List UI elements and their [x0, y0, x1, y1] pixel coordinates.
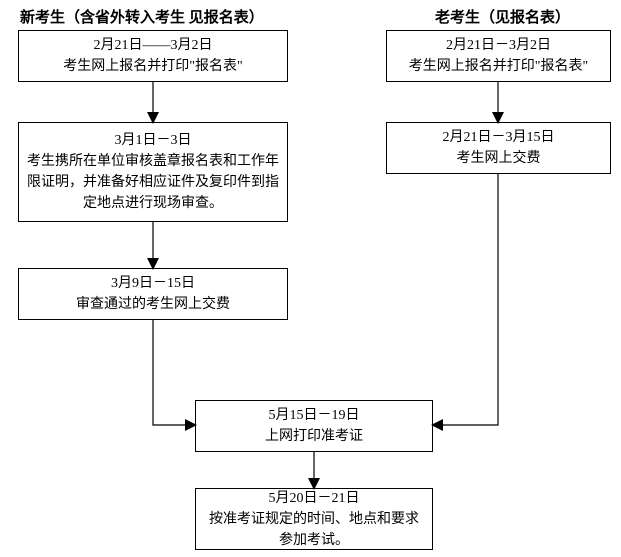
box-new-step2-text: 考生携所在单位审核盖章报名表和工作年限证明，并准备好相应证件及复印件到指定地点进… — [27, 151, 279, 214]
box-old-step2-text: 考生网上交费 — [395, 148, 602, 169]
header-new: 新考生（含省外转入考生 见报名表） — [20, 6, 264, 27]
box-merge-print-date: 5月15日－19日 — [204, 405, 424, 426]
arrow-new3-merge1 — [153, 320, 191, 425]
box-new-step2-date: 3月1日－3日 — [27, 130, 279, 151]
header-old: 老考生（见报名表） — [435, 6, 570, 27]
box-new-step1: 2月21日——3月2日 考生网上报名并打印"报名表" — [18, 30, 288, 82]
box-new-step1-date: 2月21日——3月2日 — [27, 35, 279, 56]
box-new-step2: 3月1日－3日 考生携所在单位审核盖章报名表和工作年限证明，并准备好相应证件及复… — [18, 122, 288, 222]
box-merge-exam-text: 按准考证规定的时间、地点和要求参加考试。 — [204, 509, 424, 551]
box-merge-print: 5月15日－19日 上网打印准考证 — [195, 400, 433, 452]
box-new-step3-date: 3月9日－15日 — [27, 273, 279, 294]
box-new-step3-text: 审查通过的考生网上交费 — [27, 294, 279, 315]
box-old-step2: 2月21日－3月15日 考生网上交费 — [386, 122, 611, 174]
box-new-step1-text: 考生网上报名并打印"报名表" — [27, 56, 279, 77]
box-old-step1-date: 2月21日－3月2日 — [395, 35, 602, 56]
box-merge-print-text: 上网打印准考证 — [204, 426, 424, 447]
arrow-old2-merge1 — [437, 174, 498, 425]
box-merge-exam-date: 5月20日－21日 — [204, 488, 424, 509]
box-merge-exam: 5月20日－21日 按准考证规定的时间、地点和要求参加考试。 — [195, 488, 433, 550]
box-new-step3: 3月9日－15日 审查通过的考生网上交费 — [18, 268, 288, 320]
box-old-step1: 2月21日－3月2日 考生网上报名并打印"报名表" — [386, 30, 611, 82]
box-old-step2-date: 2月21日－3月15日 — [395, 127, 602, 148]
box-old-step1-text: 考生网上报名并打印"报名表" — [395, 56, 602, 77]
